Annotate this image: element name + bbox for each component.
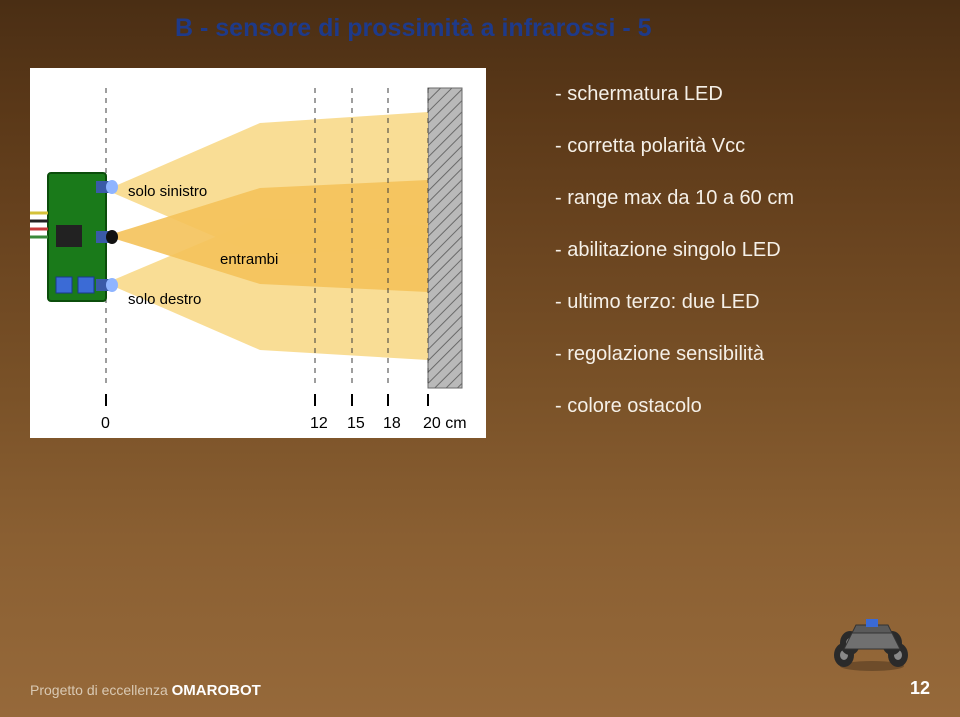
footer-brand: OMAROBOT: [172, 682, 261, 699]
bullet-item: - colore ostacolo: [555, 392, 794, 420]
footer-text: Progetto di eccellenza OMAROBOT: [30, 682, 261, 699]
bullet-item: - schermatura LED: [555, 80, 794, 108]
svg-text:20 cm: 20 cm: [423, 415, 467, 432]
svg-text:solo sinistro: solo sinistro: [128, 183, 207, 200]
slide-title: B - sensore di prossimità a infrarossi -…: [175, 14, 652, 43]
bullet-item: - regolazione sensibilità: [555, 340, 794, 368]
footer-prefix: Progetto di eccellenza: [30, 682, 172, 698]
bullet-item: - ultimo terzo: due LED: [555, 288, 794, 316]
svg-text:solo destro: solo destro: [128, 291, 201, 308]
bullet-item: - range max da 10 a 60 cm: [555, 184, 794, 212]
svg-text:12: 12: [310, 415, 328, 432]
bullet-item: - abilitazione singolo LED: [555, 236, 794, 264]
robot-thumbnail: [830, 611, 915, 671]
bullet-list: - schermatura LED - corretta polarità Vc…: [555, 80, 794, 444]
svg-text:entrambi: entrambi: [220, 251, 278, 268]
svg-text:0: 0: [101, 415, 110, 432]
bullet-item: - corretta polarità Vcc: [555, 132, 794, 160]
svg-text:18: 18: [383, 415, 401, 432]
page-number: 12: [910, 678, 930, 699]
svg-text:15: 15: [347, 415, 365, 432]
diagram-svg: solo sinistro entrambi solo destro 0 12 15 18 2…: [30, 68, 486, 438]
ir-beam-diagram: solo sinistro entrambi solo destro 0 12 15 18 2…: [30, 68, 486, 438]
